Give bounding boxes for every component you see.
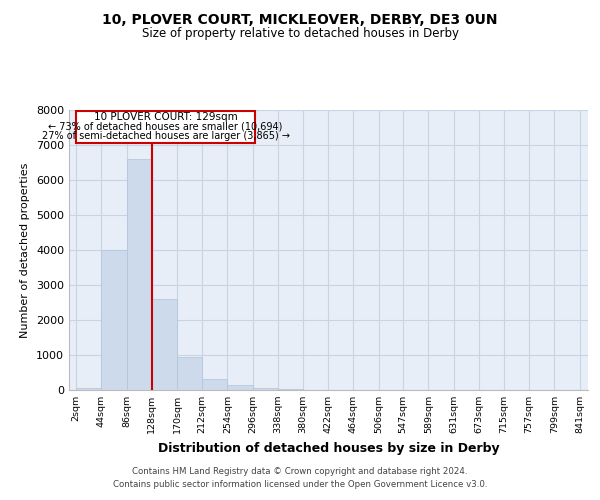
X-axis label: Distribution of detached houses by size in Derby: Distribution of detached houses by size … [158, 442, 499, 454]
Text: Size of property relative to detached houses in Derby: Size of property relative to detached ho… [142, 28, 458, 40]
Text: 10 PLOVER COURT: 129sqm: 10 PLOVER COURT: 129sqm [94, 112, 238, 122]
FancyBboxPatch shape [76, 110, 255, 143]
Text: Contains HM Land Registry data © Crown copyright and database right 2024.: Contains HM Land Registry data © Crown c… [132, 467, 468, 476]
Text: Contains public sector information licensed under the Open Government Licence v3: Contains public sector information licen… [113, 480, 487, 489]
Bar [76, 388, 101, 390]
Bar [177, 357, 202, 390]
Text: ← 73% of detached houses are smaller (10,694): ← 73% of detached houses are smaller (10… [49, 122, 283, 132]
Bar [101, 250, 127, 390]
Text: 27% of semi-detached houses are larger (3,865) →: 27% of semi-detached houses are larger (… [41, 131, 290, 141]
Bar [278, 388, 303, 390]
Bar [127, 159, 152, 390]
Text: 10, PLOVER COURT, MICKLEOVER, DERBY, DE3 0UN: 10, PLOVER COURT, MICKLEOVER, DERBY, DE3… [102, 12, 498, 26]
Y-axis label: Number of detached properties: Number of detached properties [20, 162, 31, 338]
Bar [227, 386, 253, 390]
Bar [253, 388, 278, 390]
Bar [202, 379, 227, 390]
Bar [152, 299, 177, 390]
